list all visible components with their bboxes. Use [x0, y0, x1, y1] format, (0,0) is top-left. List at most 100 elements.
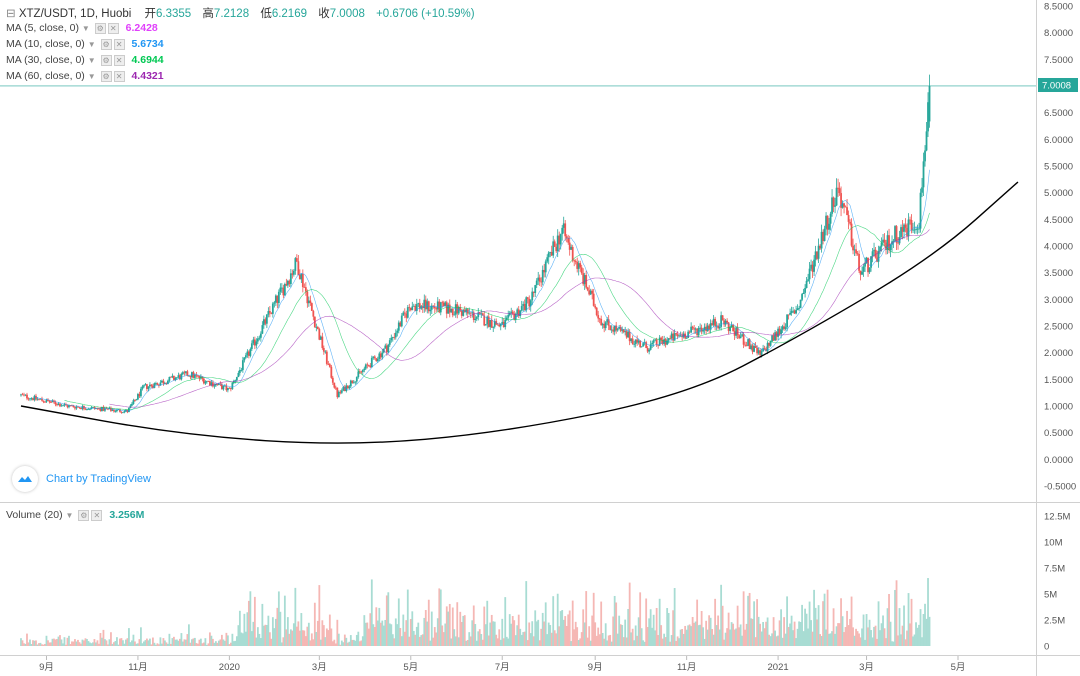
candle-body [177, 375, 180, 378]
volume-bar [874, 625, 877, 646]
volume-bar [501, 618, 504, 646]
candle-body [144, 384, 147, 386]
candle-body [255, 341, 258, 346]
volume-bar [244, 631, 247, 646]
volume-bar [337, 633, 340, 646]
volume-bar [435, 632, 438, 646]
candle-body [553, 241, 556, 247]
indicator-ma5[interactable]: MA (5, close, 0) ▼ ⚙ ✕ 6.2428 [6, 22, 158, 34]
dropdown-icon[interactable]: ▼ [87, 56, 96, 65]
tradingview-watermark[interactable]: Chart by TradingView [12, 466, 151, 492]
candle-body [489, 320, 492, 327]
candle-body [490, 320, 493, 328]
candle-body [831, 197, 833, 214]
candle-body [439, 302, 442, 313]
candle-body [276, 295, 279, 303]
volume-bar [72, 641, 75, 646]
close-icon[interactable]: ✕ [113, 70, 125, 82]
dropdown-icon[interactable]: ▼ [87, 72, 96, 81]
candle-body [325, 351, 328, 364]
close-icon[interactable]: ✕ [113, 54, 125, 66]
volume-bar [54, 639, 57, 646]
volume-bar [168, 633, 171, 646]
volume-bar [81, 639, 84, 646]
volume-bar [604, 623, 607, 646]
indicator-ma30[interactable]: MA (30, close, 0) ▼ ⚙ ✕ 4.6944 [6, 54, 164, 66]
volume-bar [95, 642, 97, 646]
candle-body [811, 264, 814, 272]
candle-body [95, 408, 97, 409]
volume-bar [327, 630, 330, 646]
volume-bar [192, 638, 195, 646]
candle-body [436, 301, 439, 310]
dropdown-icon[interactable]: ▼ [65, 511, 74, 520]
candle-body [435, 308, 438, 310]
candle-body [616, 328, 619, 331]
settings-icon[interactable]: ⚙ [100, 38, 112, 50]
candle-body [822, 231, 824, 241]
volume-bar [720, 584, 723, 646]
close-icon[interactable]: ✕ [91, 509, 103, 521]
indicator-ma60[interactable]: MA (60, close, 0) ▼ ⚙ ✕ 4.4321 [6, 70, 164, 82]
volume-bar [429, 640, 432, 646]
candle-body [264, 319, 267, 324]
volume-bar [143, 641, 145, 646]
close-icon[interactable]: ✕ [113, 38, 125, 50]
collapse-icon[interactable]: ⊟ [6, 8, 16, 20]
change-value: +0.6706 (+10.59%) [376, 8, 475, 20]
volume-bar [463, 615, 466, 646]
volume-bar [89, 642, 91, 646]
volume-bar [426, 621, 429, 646]
volume-bar [146, 638, 148, 646]
volume-bar [149, 638, 151, 646]
volume-bar [167, 643, 169, 646]
volume-bar [382, 625, 385, 646]
candle-body [702, 330, 705, 332]
settings-icon[interactable]: ⚙ [100, 54, 112, 66]
volume-bar [685, 629, 688, 646]
volume-bar [646, 627, 649, 646]
volume-bar [832, 608, 835, 646]
dropdown-icon[interactable]: ▼ [81, 24, 90, 33]
volume-bar [768, 634, 770, 646]
candle-body [152, 385, 154, 388]
candle-body [826, 215, 829, 230]
candle-body [441, 302, 444, 304]
candle-body [718, 326, 721, 329]
volume-bar [21, 640, 24, 646]
candle-body [345, 385, 348, 392]
volume-bar [775, 636, 778, 646]
candle-body [153, 383, 156, 388]
volume-bar [351, 639, 354, 646]
volume-bar [271, 617, 274, 646]
volume-bar [865, 614, 868, 646]
candle-body [628, 331, 631, 342]
candle-body [101, 406, 103, 412]
volume-bar [273, 628, 276, 646]
candle-body [706, 325, 709, 332]
candle-body [295, 258, 298, 262]
candle-body [45, 399, 48, 402]
volume-bar [56, 639, 58, 646]
indicator-volume[interactable]: Volume (20) ▼ ⚙ ✕ 3.256M [6, 509, 144, 521]
candle-body [481, 313, 484, 316]
candle-body [155, 383, 157, 384]
candle-body [285, 284, 288, 286]
volume-bar [915, 622, 917, 646]
dropdown-icon[interactable]: ▼ [87, 40, 96, 49]
candle-body [873, 249, 875, 252]
candle-body [547, 252, 550, 258]
indicator-ma10[interactable]: MA (10, close, 0) ▼ ⚙ ✕ 5.6734 [6, 38, 164, 50]
settings-icon[interactable]: ⚙ [94, 22, 106, 34]
volume-bar [828, 633, 830, 646]
settings-icon[interactable]: ⚙ [78, 509, 90, 521]
volume-bar [384, 619, 387, 646]
candle-body [690, 326, 693, 333]
settings-icon[interactable]: ⚙ [100, 70, 112, 82]
volume-bar [606, 640, 609, 646]
candle-body [807, 279, 809, 281]
close-icon[interactable]: ✕ [107, 22, 119, 34]
candle-body [48, 400, 51, 403]
candle-body [205, 380, 208, 382]
